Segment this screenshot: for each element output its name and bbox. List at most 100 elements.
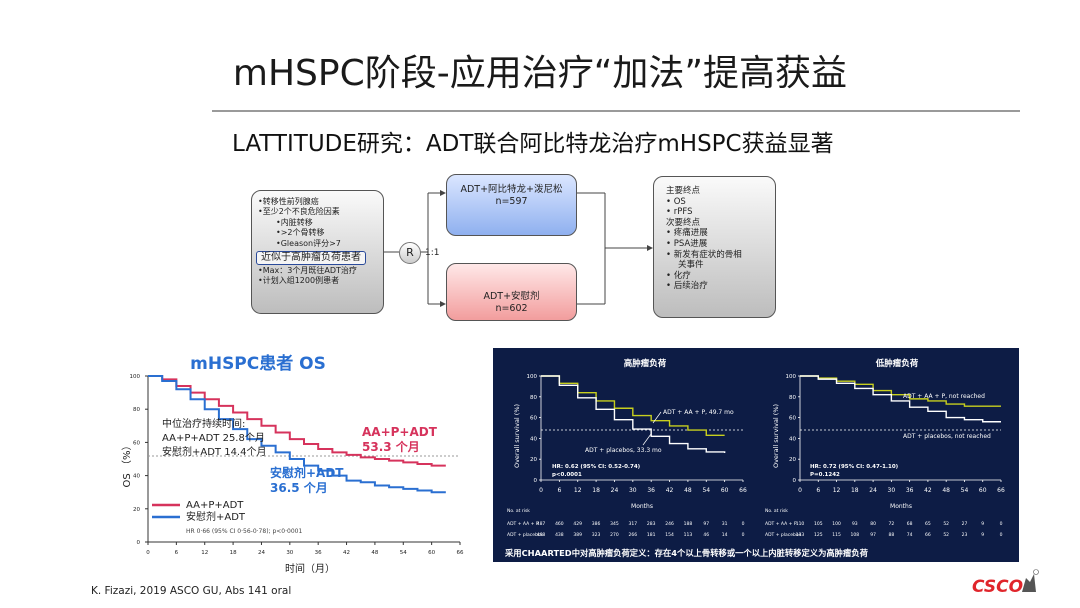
left-risk-value: 460 (555, 521, 564, 527)
os-x-tick-label: 48 (371, 550, 378, 556)
eligibility-item: •计划入组1200例患者 (258, 276, 340, 286)
right-risk-value: 0 (1000, 521, 1003, 527)
endpoint-item: 主要终点 (666, 186, 701, 196)
endpoint-item: • OS (666, 196, 686, 207)
eligibility-item: •内脏转移 (276, 217, 313, 227)
left-risk-value: 188 (684, 521, 693, 527)
left-x-tick-label: 48 (684, 487, 692, 494)
right-y-tick-label: 60 (789, 416, 796, 422)
design-connectors (384, 190, 653, 307)
left-risk-value: 246 (665, 521, 674, 527)
os-chart: mHSPC患者 OS OS （%） 时间（月） 0 20 40 60 80 100 0 6 12… (121, 353, 464, 575)
left-y-tick-label: 40 (530, 436, 537, 442)
right-risk-value: 133 (796, 532, 805, 538)
right-risk-value: 105 (814, 521, 823, 527)
eligibility-item: •Gleason评分>7 (276, 238, 341, 248)
right-risk-value: 108 (851, 532, 860, 538)
endpoint-item: • 后续治疗 (666, 281, 708, 292)
right-hr: HR: 0.72 (95% CI: 0.47-1.10) (810, 464, 899, 470)
endpoint-item: • 新发有症状的骨相 (666, 249, 742, 260)
left-hr: HR: 0.62 (95% CI: 0.52-0.74) (552, 464, 641, 470)
median-note-1: 中位治疗持续时间: (162, 417, 245, 430)
os-x-tick-label: 42 (343, 550, 350, 556)
eligibility-item: •转移性前列腺癌 (258, 197, 319, 206)
right-risk-value: 80 (870, 521, 876, 527)
right-risk-value: 27 (962, 521, 968, 527)
right-risk-value: 93 (852, 521, 858, 527)
os-y-tick-label: 40 (133, 474, 140, 480)
os-x-tick-label: 0 (146, 550, 150, 556)
right-x-tick-label: 54 (961, 487, 969, 494)
left-risk-value: 0 (742, 532, 745, 538)
os-chart-title: mHSPC患者 OS (190, 353, 326, 374)
left-y-label: Overall survival (%) (513, 404, 521, 468)
endpoint-item: • PSA进展 (666, 238, 708, 249)
right-x-tick-label: 12 (833, 487, 841, 494)
slide-title: mHSPC阶段-应用治疗“加法”提高获益 (232, 53, 848, 94)
left-y-tick-label: 80 (530, 395, 537, 401)
right-risk-value: 74 (907, 532, 913, 538)
title-divider (212, 110, 1020, 112)
os-y-label: OS （%） (121, 441, 133, 488)
legend-placebo: 安慰剂+ADT (186, 510, 246, 523)
endpoint-item: • rPFS (666, 207, 693, 218)
right-x-tick-label: 0 (798, 487, 802, 494)
endpoints-box: 主要终点 • OS • rPFS 次要终点 • 疼痛进展 • PSA进展 • 新… (653, 176, 776, 318)
right-risk-value: 97 (870, 532, 876, 538)
right-risk-header: No. at risk (765, 508, 788, 514)
right-aa-label: ADT + AA + P, not reached (903, 393, 985, 400)
left-y-tick-label: 60 (530, 416, 537, 422)
right-risk-value: 9 (981, 521, 984, 527)
slide-subtitle: LATTITUDE研究：ADT联合阿比特龙治疗mHSPC获益显著 (232, 131, 834, 157)
eligibility-box: •转移性前列腺癌 •至少2个不良危险因素 •内脏转移 •>2个骨转移 •Glea… (251, 190, 384, 314)
right-risk-value: 100 (832, 521, 841, 527)
left-risk-row-label: ADT + AA + P (507, 521, 539, 527)
left-risk-value: 438 (555, 532, 564, 538)
right-risk-value: 125 (814, 532, 823, 538)
left-curve-placebo (541, 375, 726, 453)
arm-placebo-box: ADT+安慰剂 n=602 (446, 263, 577, 321)
os-y-tick-label: 100 (130, 374, 141, 380)
eligibility-item: •>2个骨转移 (276, 228, 325, 238)
left-risk-value: 14 (722, 532, 728, 538)
left-risk-value: 283 (647, 521, 656, 527)
right-risk-value: 52 (943, 521, 949, 527)
left-risk-value: 181 (647, 532, 656, 538)
arm-a-name: ADT+阿比特龙+泼尼松 (460, 184, 563, 195)
right-risk-value: 72 (888, 521, 894, 527)
left-x-tick-label: 42 (666, 487, 674, 494)
subgroup-panel-svg: 高肿瘤负荷 低肿瘤负荷 Overall survival (%) Overall… (504, 358, 1005, 558)
right-p: P=0.1242 (810, 472, 840, 478)
os-curve-aa (148, 375, 446, 467)
left-x-label: Months (631, 503, 653, 510)
right-risk-row-label: ADT + placebos (765, 532, 802, 538)
right-risk-value: 9 (981, 532, 984, 538)
right-x-tick-label: 42 (924, 487, 932, 494)
os-x-tick-label: 54 (400, 550, 407, 556)
left-risk-value: 468 (537, 532, 546, 538)
left-x-tick-label: 66 (739, 487, 747, 494)
left-placebo-label: ADT + placebos, 33.3 mo (585, 447, 662, 454)
left-x-tick-label: 60 (721, 487, 729, 494)
right-x-tick-label: 66 (997, 487, 1005, 494)
citation: K. Fizazi, 2019 ASCO GU, Abs 141 oral (91, 585, 292, 597)
left-p: p<0.0001 (552, 472, 582, 478)
right-y-tick-label: 80 (789, 395, 796, 401)
left-y-tick-label: 0 (534, 478, 538, 484)
left-x-tick-label: 36 (647, 487, 655, 494)
os-y-tick-label: 20 (133, 507, 140, 513)
left-risk-value: 154 (665, 532, 674, 538)
high-burden-title: 高肿瘤负荷 (624, 358, 667, 369)
os-x-tick-label: 30 (286, 550, 293, 556)
right-placebo-label: ADT + placebos, not reached (903, 433, 991, 440)
right-y-label: Overall survival (%) (772, 404, 780, 468)
eligibility-item: •至少2个不良危险因素 (258, 207, 340, 217)
right-y-tick-label: 40 (789, 436, 796, 442)
left-x-tick-label: 12 (574, 487, 582, 494)
os-y-tick-label: 80 (133, 407, 140, 413)
left-x-tick-label: 18 (592, 487, 600, 494)
left-aa-label: ADT + AA + P, 49.7 mo (663, 409, 734, 416)
os-y-tick-label: 60 (133, 440, 140, 446)
left-x-tick-label: 54 (702, 487, 710, 494)
aa-median-label-2: 53.3 个月 (362, 439, 420, 454)
